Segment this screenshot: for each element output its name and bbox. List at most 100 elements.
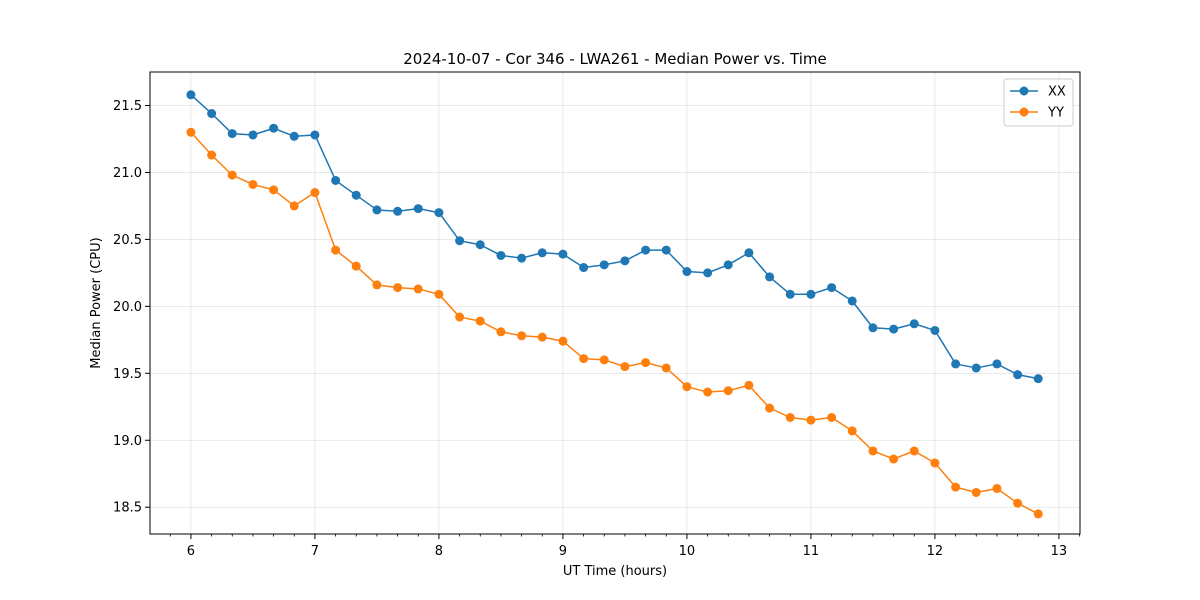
y-tick-label: 19.5	[113, 367, 142, 382]
y-tick-label: 21.5	[113, 99, 142, 114]
data-point-xx	[785, 289, 795, 299]
y-axis-label: Median Power (CPU)	[89, 237, 104, 368]
data-point-xx	[744, 248, 754, 258]
data-point-xx	[537, 248, 547, 258]
grid	[150, 72, 1080, 534]
data-point-xx	[434, 208, 444, 218]
data-point-yy	[868, 446, 878, 456]
data-point-yy	[248, 179, 258, 189]
data-point-xx	[517, 253, 527, 263]
data-point-yy	[475, 316, 485, 326]
legend-label-xx: XX	[1048, 85, 1066, 100]
data-point-yy	[455, 312, 465, 322]
data-point-xx	[992, 359, 1002, 369]
data-point-yy	[207, 150, 217, 160]
data-point-xx	[847, 296, 857, 306]
x-tick-label: 11	[803, 544, 820, 559]
data-point-yy	[413, 284, 423, 294]
data-point-xx	[765, 272, 775, 282]
data-point-yy	[992, 483, 1002, 493]
x-tick-label: 9	[559, 544, 567, 559]
data-point-xx	[827, 283, 837, 293]
data-point-yy	[909, 446, 919, 456]
chart-title: 2024-10-07 - Cor 346 - LWA261 - Median P…	[403, 50, 827, 68]
data-point-xx	[703, 268, 713, 278]
x-axis: 6 7 8 9 10 11 12 13	[169, 534, 1080, 559]
data-point-yy	[641, 358, 651, 368]
data-point-yy	[579, 354, 589, 364]
data-point-yy	[827, 413, 837, 422]
data-point-yy	[744, 380, 754, 390]
legend-marker-yy	[1019, 107, 1029, 117]
data-point-xx	[1013, 370, 1023, 380]
x-tick-label: 13	[1051, 544, 1068, 559]
y-axis: 18.5 19.0 19.5 20.0 20.5 21.0 21.5	[113, 99, 150, 516]
data-point-xx	[930, 325, 940, 335]
data-point-yy	[806, 415, 816, 425]
data-point-yy	[537, 332, 547, 342]
data-point-xx	[248, 130, 258, 140]
data-point-xx	[186, 90, 196, 100]
data-point-yy	[661, 363, 671, 373]
y-tick-label: 20.5	[113, 233, 142, 248]
data-point-xx	[269, 123, 279, 133]
data-point-yy	[269, 185, 279, 195]
data-point-xx	[889, 324, 899, 334]
data-point-yy	[847, 426, 857, 436]
data-point-xx	[372, 205, 382, 215]
data-point-yy	[889, 454, 899, 464]
data-point-yy	[1033, 509, 1043, 519]
data-point-xx	[661, 245, 671, 255]
x-tick-label: 10	[679, 544, 696, 559]
data-point-xx	[599, 260, 609, 270]
data-point-yy	[765, 403, 775, 413]
x-tick-label: 8	[435, 544, 443, 559]
data-point-yy	[951, 482, 961, 492]
data-point-yy	[289, 201, 299, 211]
series-yy	[186, 127, 1043, 519]
data-point-yy	[558, 336, 568, 346]
data-point-xx	[1033, 374, 1043, 384]
y-tick-label: 19.0	[113, 434, 142, 449]
data-point-xx	[413, 204, 423, 214]
y-tick-label: 18.5	[113, 501, 142, 516]
data-point-yy	[434, 289, 444, 299]
data-point-xx	[331, 175, 341, 185]
data-point-yy	[930, 458, 940, 468]
data-point-xx	[289, 131, 299, 141]
data-point-xx	[496, 250, 506, 260]
legend: XX YY	[1003, 78, 1074, 127]
y-tick-label: 20.0	[113, 300, 142, 315]
data-point-yy	[351, 261, 361, 271]
data-point-xx	[682, 267, 692, 277]
x-tick-label: 7	[311, 544, 319, 559]
data-point-yy	[331, 245, 341, 255]
data-point-xx	[475, 240, 485, 250]
data-point-xx	[227, 129, 237, 139]
data-point-xx	[207, 109, 217, 119]
data-point-xx	[806, 289, 816, 299]
data-point-yy	[1013, 498, 1023, 508]
data-point-yy	[620, 362, 630, 372]
x-tick-label: 12	[927, 544, 944, 559]
y-tick-label: 21.0	[113, 166, 142, 181]
data-point-xx	[310, 130, 320, 140]
x-axis-label: UT Time (hours)	[563, 564, 667, 579]
data-point-xx	[951, 359, 961, 369]
data-point-xx	[455, 236, 465, 246]
series-layer	[186, 90, 1043, 519]
data-point-xx	[971, 363, 981, 373]
data-point-yy	[703, 387, 713, 397]
data-point-xx	[558, 249, 568, 259]
plot-frame	[149, 71, 1081, 535]
data-point-yy	[723, 386, 733, 396]
data-point-xx	[641, 245, 651, 255]
series-xx	[186, 90, 1043, 384]
data-point-yy	[310, 188, 320, 198]
data-point-xx	[579, 263, 589, 273]
data-point-yy	[372, 280, 382, 290]
data-point-yy	[393, 283, 403, 293]
data-point-xx	[351, 190, 361, 200]
data-point-xx	[868, 323, 878, 333]
